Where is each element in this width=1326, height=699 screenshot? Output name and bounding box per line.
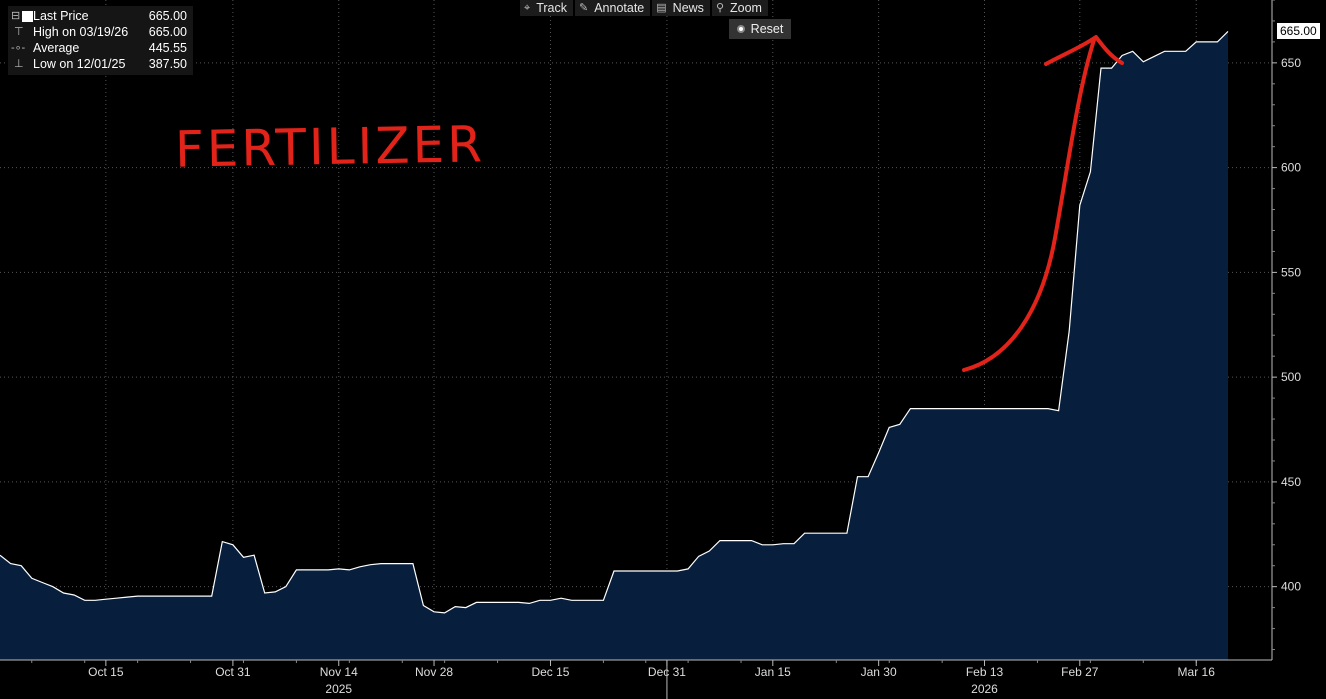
chart-toolbar: ⌖ Track ✎ Annotate ▤ News ⚲ Zoom xyxy=(520,0,770,16)
legend-row-low: ⊥ Low on 12/01/25 387.50 xyxy=(11,56,187,72)
legend-row-last-price: ⊟ Last Price 665.00 xyxy=(11,8,187,24)
year-label: 2025 xyxy=(325,682,352,696)
news-label: News xyxy=(672,0,704,15)
legend-label: Low on 12/01/25 xyxy=(33,57,126,71)
news-button[interactable]: ▤ News xyxy=(652,0,710,16)
low-marker-icon: ⊥ xyxy=(11,58,24,70)
price-line xyxy=(0,30,1229,614)
legend-value: 445.55 xyxy=(148,41,187,55)
legend-value: 665.00 xyxy=(148,9,187,23)
x-tick-label: Mar 16 xyxy=(1178,665,1216,679)
y-tick-label: 450 xyxy=(1281,475,1301,489)
chart-legend: ⊟ Last Price 665.00 ⊤ High on 03/19/26 6… xyxy=(8,6,193,75)
year-label: 2026 xyxy=(971,682,998,696)
x-tick-label: Dec 15 xyxy=(531,665,569,679)
legend-label: Last Price xyxy=(33,9,89,23)
pencil-icon: ✎ xyxy=(579,1,589,14)
crosshair-icon: ⌖ xyxy=(524,1,531,14)
y-tick-label: 400 xyxy=(1281,580,1301,594)
y-tick-label: 600 xyxy=(1281,161,1301,175)
last-price-tag: 665.00 xyxy=(1277,23,1320,40)
fertilizer-annotation: FERTILIZER xyxy=(174,115,486,179)
radio-dot-icon xyxy=(736,25,745,33)
y-axis-ticks: 400 450 500 550 600 650 xyxy=(1272,0,1301,651)
y-tick-label: 650 xyxy=(1281,56,1301,70)
x-axis-ticks: Oct 15 Oct 31 Nov 14 Nov 28 Dec 15 Dec 31 Jan … xyxy=(31,660,1216,699)
legend-label: Average xyxy=(33,41,80,55)
legend-value: 387.50 xyxy=(148,57,187,71)
red-arrow-annotation xyxy=(962,35,1124,372)
x-tick-label: Jan 30 xyxy=(861,665,897,679)
x-tick-label: Jan 15 xyxy=(755,665,791,679)
average-line-icon: -∘- xyxy=(11,42,26,54)
x-tick-label: Feb 27 xyxy=(1061,665,1099,679)
legend-row-average: -∘- Average 445.55 xyxy=(11,40,187,56)
legend-label: High on 03/19/26 xyxy=(33,25,129,39)
reset-label: Reset xyxy=(750,22,784,36)
x-tick-label: Nov 28 xyxy=(415,665,453,679)
annotate-button[interactable]: ✎ Annotate xyxy=(575,0,651,16)
y-tick-label: 550 xyxy=(1281,265,1301,279)
x-tick-label: Oct 31 xyxy=(215,665,251,679)
news-icon: ▤ xyxy=(656,1,667,14)
zoom-label: Zoom xyxy=(730,0,762,15)
axes xyxy=(0,0,1273,661)
track-label: Track xyxy=(536,0,567,15)
y-tick-label: 500 xyxy=(1281,370,1301,384)
zoom-button[interactable]: ⚲ Zoom xyxy=(711,0,768,16)
track-button[interactable]: ⌖ Track xyxy=(520,0,573,16)
x-tick-label: Nov 14 xyxy=(320,665,358,679)
annotate-label: Annotate xyxy=(594,0,645,15)
legend-value: 665.00 xyxy=(148,25,187,39)
magnifier-icon: ⚲ xyxy=(715,1,724,14)
high-marker-icon: ⊤ xyxy=(11,26,24,38)
reset-button[interactable]: Reset xyxy=(729,19,791,39)
white-square-icon xyxy=(22,10,33,22)
price-area-fill xyxy=(0,31,1228,660)
expand-icon[interactable]: ⊟ xyxy=(11,8,33,24)
x-tick-label: Oct 15 xyxy=(88,665,124,679)
legend-row-high: ⊤ High on 03/19/26 665.00 xyxy=(11,24,187,40)
x-tick-label: Feb 13 xyxy=(966,665,1004,679)
